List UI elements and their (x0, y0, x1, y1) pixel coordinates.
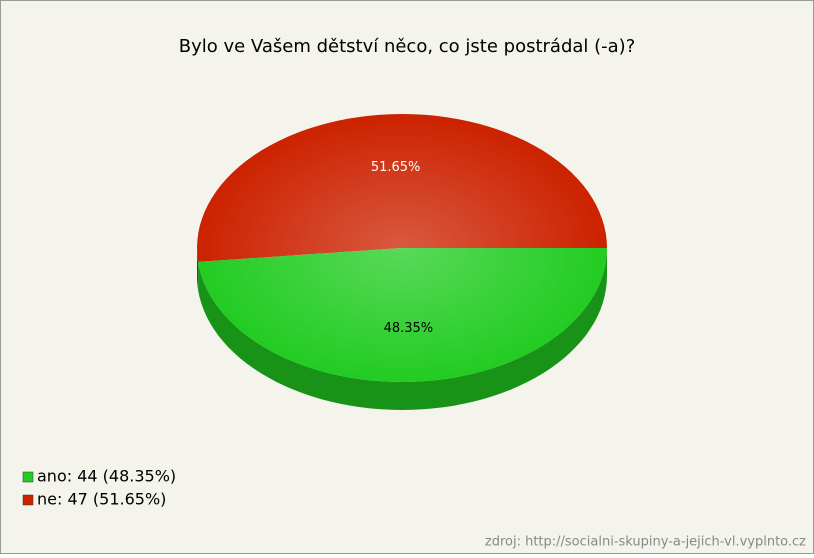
legend-swatch (22, 494, 34, 506)
highlight (197, 114, 607, 382)
chart-title: Bylo ve Vašem dětství něco, co jste post… (179, 36, 636, 57)
data-label: 48.35% (384, 321, 434, 336)
slice-side (197, 248, 199, 290)
legend-label: ne: 47 (51.65%) (37, 490, 166, 509)
source: zdroj: http://socialni-skupiny-a-jejich-… (485, 535, 806, 550)
slice-side (198, 248, 607, 410)
data-label: 51.65% (371, 160, 421, 175)
legend-swatch (22, 471, 34, 483)
legend-label: ano: 44 (48.35%) (37, 467, 176, 486)
